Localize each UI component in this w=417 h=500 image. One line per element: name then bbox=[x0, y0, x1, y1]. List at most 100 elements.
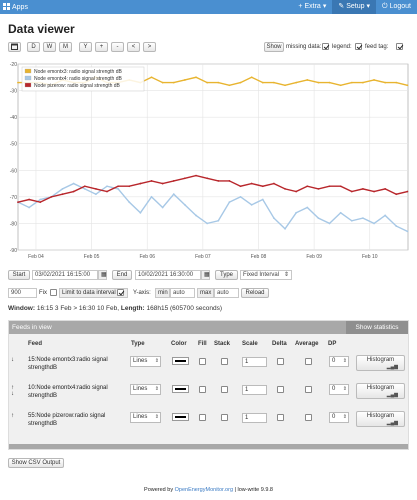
histogram-label: Histogram bbox=[366, 357, 395, 363]
delta-checkbox[interactable] bbox=[277, 386, 284, 393]
dp-select[interactable]: 0 ⇕ bbox=[329, 356, 349, 367]
scale-input[interactable]: 1 bbox=[242, 385, 267, 395]
data-point bbox=[295, 211, 298, 214]
histogram-button[interactable]: Histogram ▂▄▆ bbox=[356, 355, 405, 371]
month-button[interactable]: M bbox=[59, 42, 72, 52]
data-point bbox=[150, 195, 153, 198]
move-up-icon[interactable]: ↑ bbox=[11, 413, 14, 419]
data-point bbox=[172, 180, 175, 182]
data-point bbox=[373, 79, 375, 81]
delta-checkbox[interactable] bbox=[277, 414, 284, 421]
reload-button[interactable]: Reload bbox=[241, 288, 269, 298]
scale-input[interactable]: 1 bbox=[242, 413, 267, 423]
footer: Powered by OpenEnergyMonitor.org | low-w… bbox=[0, 487, 417, 493]
start-button[interactable]: Start bbox=[8, 270, 30, 280]
color-swatch[interactable] bbox=[172, 385, 189, 393]
data-point bbox=[362, 81, 364, 84]
extra-menu[interactable]: + Extra ▾ bbox=[292, 0, 332, 14]
data-point bbox=[28, 198, 31, 201]
data-point bbox=[228, 201, 231, 204]
pan-left-button[interactable]: < bbox=[127, 42, 140, 52]
data-point bbox=[395, 81, 398, 84]
color-swatch[interactable] bbox=[172, 413, 189, 421]
calendar-icon: ▦ bbox=[101, 272, 107, 278]
missing-data-checkbox[interactable] bbox=[322, 43, 329, 50]
color-swatch[interactable] bbox=[172, 357, 189, 365]
y-max-input[interactable]: auto bbox=[214, 288, 239, 298]
interval-input[interactable]: 900 bbox=[8, 288, 37, 298]
move-up-icon[interactable]: ↑ bbox=[11, 385, 14, 391]
average-checkbox[interactable] bbox=[305, 414, 312, 421]
move-down-icon[interactable]: ↓ bbox=[11, 391, 14, 397]
feed-type-select[interactable]: Lines ⇕ bbox=[130, 384, 161, 395]
limit-interval-label: Limit to data interval bbox=[59, 288, 128, 298]
logout-label: Logout bbox=[389, 3, 411, 10]
interval-type-select[interactable]: Fixed Interval ⇕ bbox=[240, 270, 292, 280]
legend-checkbox[interactable] bbox=[355, 43, 362, 50]
data-point bbox=[395, 225, 398, 227]
histogram-button[interactable]: Histogram ▂▄▆ bbox=[356, 411, 405, 427]
col-average: Average bbox=[295, 341, 319, 347]
missing-data-label: missing data: bbox=[286, 44, 322, 50]
chart-svg[interactable]: -20 -30 -40 -50 -60 -70 -80 -90 Feb 04 Feb 05 Feb … bbox=[8, 60, 409, 266]
data-point bbox=[28, 206, 31, 209]
fix-checkbox[interactable] bbox=[50, 289, 57, 296]
series-2 bbox=[17, 174, 409, 204]
end-button[interactable]: End bbox=[112, 270, 132, 280]
data-chart[interactable]: -20 -30 -40 -50 -60 -70 -80 -90 Feb 04 Feb 05 Feb … bbox=[8, 60, 409, 266]
chevron-updown-icon: ⇕ bbox=[342, 386, 347, 392]
show-csv-button[interactable]: Show CSV Output bbox=[8, 458, 64, 468]
dp-select[interactable]: 0 ⇕ bbox=[329, 384, 349, 395]
y-min-input[interactable]: auto bbox=[170, 288, 195, 298]
x-tick-label: Feb 08 bbox=[251, 254, 267, 260]
fill-checkbox[interactable] bbox=[199, 358, 206, 365]
openenergymonitor-link[interactable]: OpenEnergyMonitor.org bbox=[174, 487, 234, 493]
data-point bbox=[195, 76, 197, 79]
data-point bbox=[250, 203, 253, 206]
end-time-input[interactable]: 10/02/2021 16:30:00 bbox=[135, 270, 201, 280]
stack-checkbox[interactable] bbox=[221, 414, 228, 421]
data-point bbox=[172, 81, 175, 84]
day-button[interactable]: D bbox=[27, 42, 40, 52]
week-button[interactable]: W bbox=[43, 42, 56, 52]
end-calendar-button[interactable]: ▦ bbox=[201, 270, 210, 280]
calendar-button[interactable] bbox=[8, 42, 21, 52]
logout-link[interactable]: ⏻ Logout bbox=[376, 0, 417, 14]
histogram-button[interactable]: Histogram ▂▄▆ bbox=[356, 383, 405, 399]
show-statistics-button[interactable]: Show statistics bbox=[346, 321, 408, 334]
scale-input[interactable]: 1 bbox=[242, 357, 267, 367]
data-point bbox=[362, 187, 364, 190]
data-point bbox=[317, 187, 320, 190]
zoom-in-button[interactable]: + bbox=[95, 42, 108, 52]
move-down-icon[interactable]: ↓ bbox=[11, 357, 14, 363]
feed-type-select[interactable]: Lines ⇕ bbox=[130, 356, 161, 367]
feed-type-select[interactable]: Lines ⇕ bbox=[130, 412, 161, 423]
pan-right-button[interactable]: > bbox=[143, 42, 156, 52]
start-calendar-button[interactable]: ▦ bbox=[98, 270, 107, 280]
data-point bbox=[228, 84, 231, 87]
setup-menu[interactable]: ✎ Setup ▾ bbox=[332, 0, 377, 14]
dp-select[interactable]: 0 ⇕ bbox=[329, 412, 349, 423]
data-point bbox=[295, 81, 298, 84]
data-point bbox=[239, 185, 242, 188]
data-point bbox=[406, 84, 409, 87]
year-button[interactable]: Y bbox=[79, 42, 92, 52]
powered-by-text: Powered by bbox=[144, 487, 174, 493]
data-point bbox=[261, 198, 264, 201]
average-checkbox[interactable] bbox=[305, 386, 312, 393]
y-min-label: min bbox=[155, 288, 170, 298]
fill-checkbox[interactable] bbox=[199, 386, 206, 393]
zoom-out-button[interactable]: - bbox=[111, 42, 124, 52]
fill-checkbox[interactable] bbox=[199, 414, 206, 421]
delta-checkbox[interactable] bbox=[277, 358, 284, 365]
feed-tag-checkbox[interactable] bbox=[396, 43, 403, 50]
average-checkbox[interactable] bbox=[305, 358, 312, 365]
data-point bbox=[273, 182, 275, 185]
limit-interval-checkbox[interactable] bbox=[117, 289, 124, 296]
apps-menu[interactable]: Apps bbox=[3, 3, 28, 12]
histogram-label: Histogram bbox=[366, 413, 395, 419]
move-up-down-icon[interactable]: ↑ ↓ bbox=[11, 385, 14, 397]
stack-checkbox[interactable] bbox=[221, 358, 228, 365]
start-time-input[interactable]: 03/02/2021 16:15:00 bbox=[32, 270, 98, 280]
stack-checkbox[interactable] bbox=[221, 386, 228, 393]
